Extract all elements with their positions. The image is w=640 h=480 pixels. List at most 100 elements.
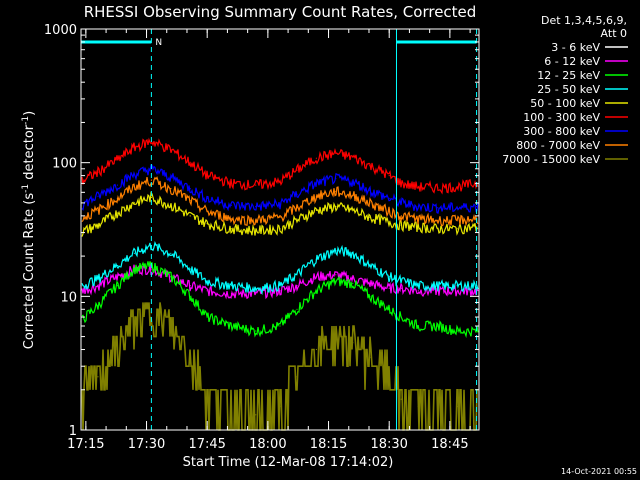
series-4-point [97, 224, 99, 226]
series-6-point [97, 195, 99, 197]
series-2-point [335, 280, 337, 282]
series-4-point [369, 216, 371, 218]
x-axis-label: Start Time (12-Mar-08 17:14:02) [183, 455, 394, 470]
series-7-point [400, 215, 402, 217]
series-6-point [170, 176, 172, 178]
series-4-point [417, 226, 419, 228]
series-1-point [279, 290, 281, 292]
series-7-point [170, 188, 172, 190]
series-7-point [417, 218, 419, 220]
series-3-point [417, 285, 419, 287]
series-6-point [296, 193, 298, 195]
series-3-point [255, 287, 257, 289]
series-7-point [437, 219, 439, 221]
series-4-point [189, 215, 191, 217]
series-2-point [255, 330, 257, 332]
series-3-point [206, 280, 208, 282]
series-8-point [170, 325, 172, 327]
series-8-point [133, 320, 135, 322]
series-7-point [388, 211, 390, 213]
series-7-point [296, 207, 298, 209]
series-4-point [388, 221, 390, 223]
series-6-point [476, 205, 478, 208]
series-2-point [133, 268, 135, 270]
series-1-point [150, 268, 152, 270]
series-1-point [206, 290, 208, 292]
series-7-point [315, 195, 317, 197]
series-7-point [335, 190, 337, 192]
series-line-6 [81, 164, 479, 214]
series-5-point [437, 187, 439, 189]
series-8-point [335, 336, 337, 338]
series-3-point [97, 278, 99, 280]
y-tick-label: 10 [60, 290, 77, 305]
x-tick-label: 18:15 [310, 437, 347, 452]
series-layer [80, 137, 479, 431]
series-7-point [206, 211, 208, 213]
series-6-point [189, 188, 191, 190]
series-line-2 [81, 261, 479, 339]
series-line-5 [81, 137, 479, 195]
x-tick-label: 18:00 [249, 437, 286, 452]
series-2-point [352, 282, 354, 284]
series-line-4 [81, 191, 479, 237]
legend-entry: 12 - 25 keV [537, 69, 628, 82]
series-2-point [437, 325, 439, 327]
series-7-point [279, 216, 281, 218]
y-tick-label: 100 [52, 157, 77, 172]
series-line-1 [81, 264, 479, 300]
series-2-point [189, 295, 191, 297]
series-4-point [437, 228, 439, 230]
legend-header-line-1: Det 1,3,4,5,6,9, [541, 14, 627, 27]
series-0-point [456, 376, 458, 378]
series-4-point [279, 228, 281, 230]
series-5-point [369, 165, 371, 167]
series-0-point [170, 308, 172, 310]
series-3-point [133, 252, 135, 254]
series-5-point [352, 156, 354, 158]
series-4-point [400, 224, 402, 226]
y-axis-label: Corrected Count Rate (s-1 detector-1) [21, 111, 37, 349]
series-1-point [189, 285, 191, 287]
series-2-point [456, 330, 458, 332]
series-2-point [279, 325, 281, 327]
series-8 [80, 302, 478, 431]
series-2-point [296, 308, 298, 310]
series-8-point [296, 376, 298, 378]
series-8-point [255, 414, 257, 416]
series-0-point [116, 330, 118, 332]
series-8-point [206, 389, 208, 391]
series-7-point [230, 218, 233, 220]
series-8-point [369, 356, 371, 358]
legend-entry: 800 - 7000 keV [516, 139, 628, 152]
series-3-point [116, 264, 118, 267]
series-0-point [315, 325, 317, 327]
series-5-point [279, 181, 281, 183]
legend-entry: 7000 - 15000 keV [502, 153, 628, 166]
night-label: N [155, 38, 162, 48]
series-1-point [369, 282, 371, 284]
series-7 [80, 176, 479, 227]
series-5-point [116, 159, 118, 161]
series-line-7 [81, 176, 479, 227]
legend-label: 6 - 12 keV [544, 55, 600, 68]
series-7-point [255, 219, 257, 221]
series-3-point [388, 276, 390, 278]
chart-title: RHESSI Observing Summary Count Rates, Co… [84, 3, 477, 21]
series-6-point [400, 202, 402, 204]
series-2-point [97, 305, 99, 307]
series-3-point [400, 280, 402, 282]
series-2-point [170, 276, 172, 278]
series-0-point [437, 376, 439, 378]
series-8-point [388, 376, 390, 378]
series-7-point [116, 197, 118, 199]
series-5-point [170, 149, 172, 151]
series-1-point [352, 278, 354, 280]
legend-label: 3 - 6 keV [551, 41, 600, 54]
legend-header-line-2: Att 0 [601, 27, 627, 40]
series-7-point [456, 219, 458, 221]
